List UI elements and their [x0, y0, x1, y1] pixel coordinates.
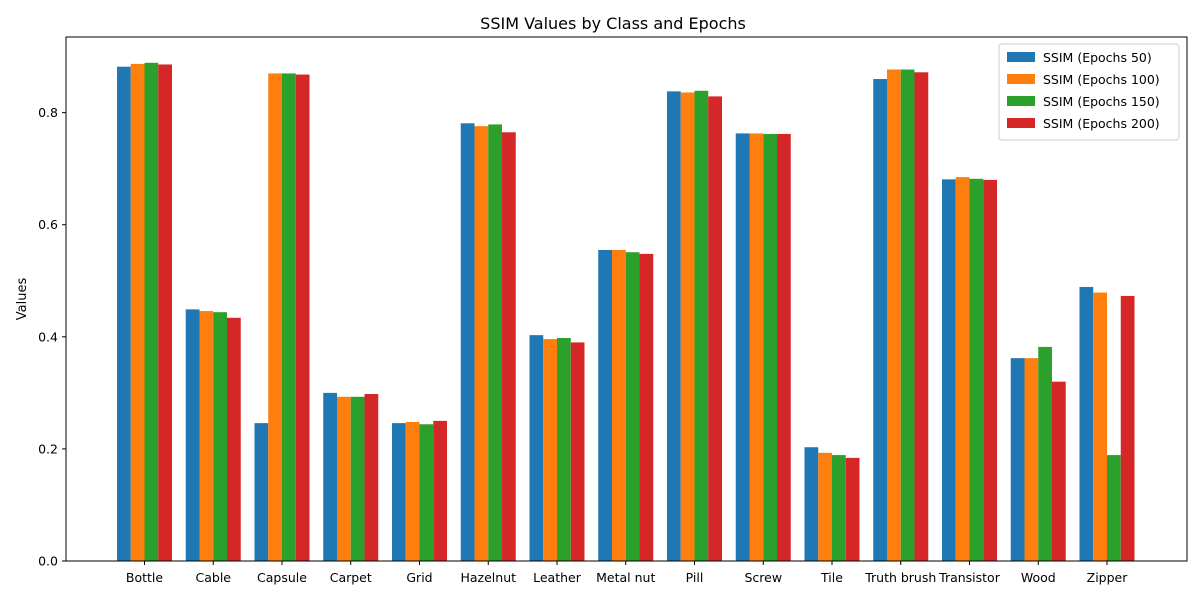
- bar-grid-series-3: [419, 424, 434, 561]
- bar-carpet-series-2: [337, 396, 351, 561]
- bars-layer: [117, 62, 1135, 562]
- x-tick-label: Capsule: [257, 570, 307, 585]
- bar-screw-series-4: [777, 133, 791, 561]
- legend-box: [998, 43, 1180, 141]
- y-tick-label: 0.0: [38, 554, 58, 569]
- bar-tile-series-1: [804, 447, 819, 561]
- bar-wood-series-2: [1024, 358, 1039, 561]
- legend-label: SSIM (Epochs 200): [1043, 116, 1160, 131]
- bar-pill-series-3: [694, 90, 709, 561]
- bar-bottle-series-2: [130, 63, 145, 561]
- bar-cable-series-4: [227, 317, 241, 561]
- bar-bottle-series-1: [117, 66, 131, 562]
- y-tick-label: 0.8: [38, 105, 58, 120]
- bar-leather-series-4: [570, 342, 585, 561]
- bar-grid-series-4: [433, 420, 447, 561]
- legend-swatch: [1007, 74, 1035, 84]
- bar-tile-series-2: [818, 452, 832, 561]
- legend-swatch: [1007, 118, 1035, 128]
- bar-grid-series-2: [405, 422, 420, 561]
- legend-swatch: [1007, 52, 1035, 62]
- bar-pill-series-4: [708, 96, 722, 562]
- bar-metal-nut-series-1: [598, 249, 612, 561]
- x-tick-label: Carpet: [330, 570, 372, 585]
- bar-wood-series-1: [1010, 358, 1025, 561]
- x-tick-label: Truth brush: [864, 570, 936, 585]
- bar-grid-series-1: [392, 423, 406, 561]
- x-tick-label: Cable: [196, 570, 232, 585]
- axes-layer: 0.0 0.2 0.4 0.6 0.8 Bottle Cable Capsule Carpet G…: [38, 36, 1188, 585]
- x-tick-label: Bottle: [126, 570, 163, 585]
- bar-cable-series-3: [213, 312, 227, 561]
- bar-leather-series-3: [557, 337, 571, 561]
- bar-tile-series-4: [845, 457, 860, 561]
- bar-transistor-series-4: [983, 179, 997, 561]
- bar-zipper-series-1: [1079, 286, 1094, 561]
- x-tick-label: Tile: [820, 570, 843, 585]
- bar-truth-brush-series-3: [900, 69, 915, 561]
- y-tick-label: 0.2: [38, 441, 58, 456]
- bar-screw-series-2: [749, 133, 764, 561]
- bar-zipper-series-3: [1107, 455, 1121, 561]
- bar-capsule-series-2: [268, 73, 282, 562]
- legend-label: SSIM (Epochs 50): [1043, 50, 1152, 65]
- bar-leather-series-1: [529, 335, 544, 561]
- bar-wood-series-3: [1038, 346, 1052, 561]
- bar-hazelnut-series-4: [502, 132, 516, 562]
- bar-metal-nut-series-3: [625, 252, 640, 561]
- bar-cable-series-1: [185, 309, 200, 561]
- plot-frame: [65, 36, 1188, 562]
- bar-cable-series-2: [199, 311, 214, 561]
- x-tick-label: Zipper: [1087, 570, 1129, 585]
- bar-capsule-series-1: [254, 423, 269, 561]
- bar-transistor-series-3: [969, 178, 984, 561]
- bar-carpet-series-4: [364, 393, 379, 561]
- x-tick-label: Leather: [533, 570, 582, 585]
- bar-screw-series-1: [735, 133, 750, 561]
- bar-truth-brush-series-2: [887, 69, 901, 561]
- bar-wood-series-4: [1052, 381, 1066, 561]
- bar-carpet-series-1: [323, 392, 337, 561]
- bar-hazelnut-series-1: [460, 123, 475, 562]
- legend: SSIM (Epochs 50) SSIM (Epochs 100) SSIM (E…: [998, 43, 1180, 141]
- legend-label: SSIM (Epochs 150): [1043, 94, 1160, 109]
- bar-carpet-series-3: [350, 396, 365, 561]
- bar-tile-series-3: [832, 455, 846, 561]
- x-tick-label: Screw: [744, 570, 782, 585]
- chart-title: SSIM Values by Class and Epochs: [480, 14, 746, 33]
- bar-screw-series-3: [763, 133, 777, 561]
- x-tick-label: Metal nut: [596, 570, 655, 585]
- y-tick-label: 0.4: [38, 329, 58, 344]
- bar-truth-brush-series-1: [873, 79, 887, 561]
- bar-hazelnut-series-2: [474, 126, 489, 561]
- y-tick-label: 0.6: [38, 217, 58, 232]
- bar-transistor-series-2: [955, 177, 970, 562]
- bar-bottle-series-4: [158, 64, 172, 561]
- bar-capsule-series-4: [295, 74, 310, 562]
- x-tick-label: Wood: [1021, 570, 1056, 585]
- bar-metal-nut-series-2: [612, 249, 626, 561]
- x-tick-label: Hazelnut: [460, 570, 516, 585]
- bar-metal-nut-series-4: [639, 253, 654, 561]
- bar-zipper-series-4: [1120, 295, 1135, 561]
- legend-label: SSIM (Epochs 100): [1043, 72, 1160, 87]
- bar-transistor-series-1: [942, 179, 956, 561]
- bar-zipper-series-2: [1093, 292, 1107, 561]
- legend-swatch: [1007, 96, 1035, 106]
- bar-pill-series-2: [680, 92, 695, 561]
- bar-leather-series-2: [543, 339, 557, 561]
- y-axis-label: Values: [15, 278, 30, 321]
- bar-bottle-series-3: [144, 62, 159, 562]
- bar-hazelnut-series-3: [488, 124, 502, 562]
- bar-capsule-series-3: [282, 73, 296, 562]
- bar-truth-brush-series-4: [914, 72, 929, 562]
- x-tick-label: Pill: [686, 570, 704, 585]
- bar-pill-series-1: [667, 91, 681, 561]
- x-tick-label: Grid: [406, 570, 432, 585]
- x-tick-label: Transistor: [938, 570, 1001, 585]
